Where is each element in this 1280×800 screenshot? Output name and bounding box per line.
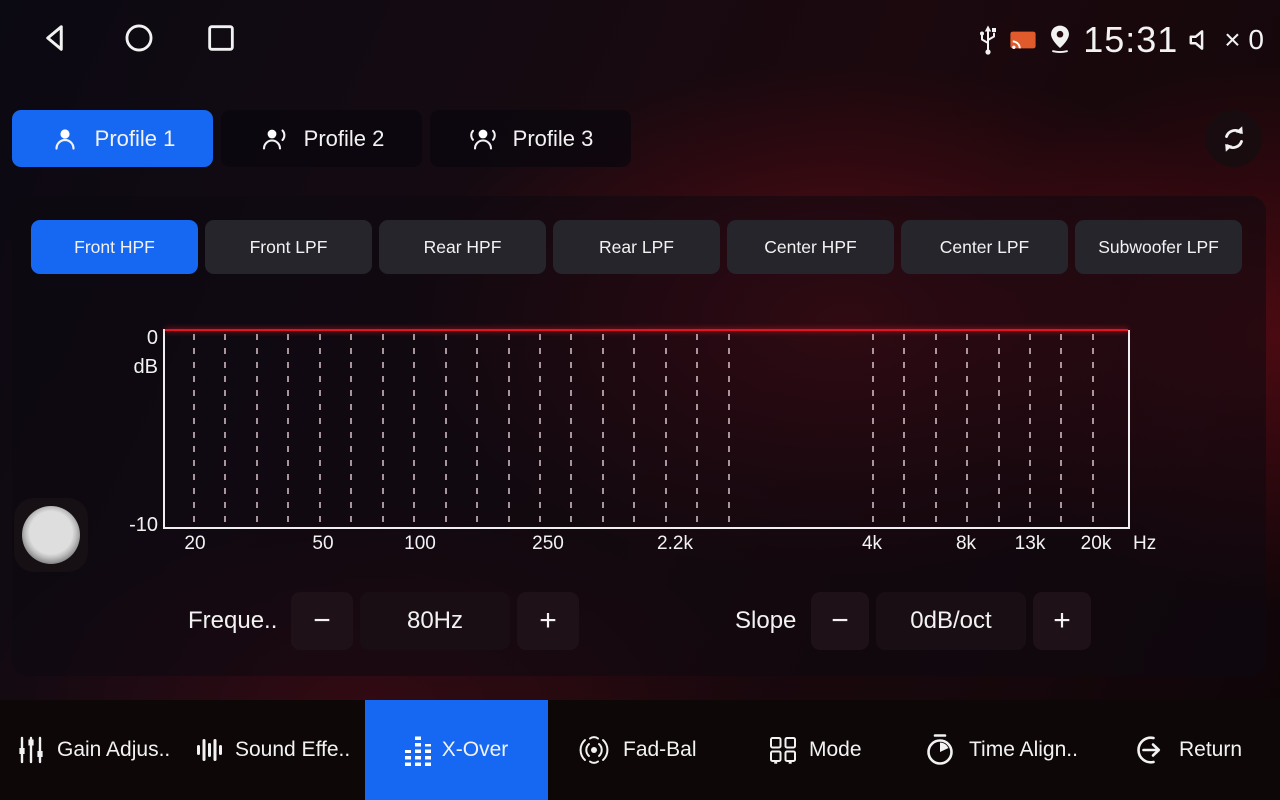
stopwatch-icon: [927, 734, 953, 765]
nav-label: Mode: [809, 738, 862, 761]
person-2-icon: [262, 128, 285, 150]
nav-fad-bal[interactable]: Fad-Bal: [576, 700, 697, 800]
nav-label: Return: [1179, 738, 1243, 761]
frequency-minus-button[interactable]: −: [291, 592, 353, 650]
nav-label: Sound Effe..: [235, 738, 351, 761]
tab-front-lpf[interactable]: Front LPF: [205, 220, 372, 274]
profile-1-button[interactable]: Profile 1: [12, 110, 213, 167]
android-nav-buttons: [38, 20, 238, 56]
sound-effect-bars-icon: [197, 739, 222, 761]
nav-time-align[interactable]: Time Align..: [922, 700, 1078, 800]
frequency-label: Freque..: [188, 607, 278, 634]
nav-label: Fad-Bal: [623, 738, 697, 761]
nav-label: Time Align..: [969, 738, 1078, 761]
nav-return[interactable]: Return: [1132, 700, 1242, 800]
gain-sliders-icon: [19, 736, 43, 764]
nav-xover[interactable]: X-Over: [365, 700, 548, 800]
nav-mode[interactable]: Mode: [768, 700, 862, 800]
cast-icon: [1010, 31, 1036, 49]
tab-subwoofer-lpf[interactable]: Subwoofer LPF: [1075, 220, 1242, 274]
fader-balance-icon: [579, 736, 609, 764]
volume-muted-icon[interactable]: [1187, 26, 1215, 54]
profile-3-button[interactable]: Profile 3: [430, 110, 631, 167]
person-icon: [55, 128, 75, 150]
usb-icon: [980, 25, 997, 55]
knob-circle: [22, 506, 80, 564]
nav-gain-adjust[interactable]: Gain Adjus..: [16, 700, 170, 800]
equalizer-bars-icon: [404, 734, 431, 766]
frequency-value: 80Hz: [360, 592, 510, 650]
refresh-button[interactable]: [1205, 110, 1262, 167]
slope-minus-button[interactable]: −: [811, 592, 869, 650]
nav-sound-effect[interactable]: Sound Effe..: [194, 700, 350, 800]
status-bar: 15:31 × 0: [976, 14, 1264, 66]
profile-label: Profile 1: [94, 125, 176, 151]
filter-tabs: Front HPF Front LPF Rear HPF Rear LPF Ce…: [31, 220, 1242, 274]
return-arrow-icon: [1137, 736, 1161, 764]
back-icon[interactable]: [38, 20, 74, 56]
person-3-icon: [469, 129, 496, 150]
slope-plus-button[interactable]: +: [1033, 592, 1091, 650]
location-icon: [1051, 25, 1070, 53]
slope-value: 0dB/oct: [876, 592, 1026, 650]
tab-center-hpf[interactable]: Center HPF: [727, 220, 894, 274]
tab-front-hpf[interactable]: Front HPF: [31, 220, 198, 274]
tab-center-lpf[interactable]: Center LPF: [901, 220, 1068, 274]
recents-icon[interactable]: [204, 21, 238, 55]
profile-label: Profile 3: [512, 125, 594, 151]
clock: 15:31: [1083, 19, 1179, 60]
nav-label: Gain Adjus..: [57, 738, 171, 761]
floating-knob-button[interactable]: [14, 498, 88, 572]
mode-grid-icon: [770, 737, 796, 764]
nav-label: X-Over: [441, 738, 509, 761]
profile-2-button[interactable]: Profile 2: [221, 110, 422, 167]
profile-label: Profile 2: [303, 125, 385, 151]
frequency-plus-button[interactable]: +: [517, 592, 579, 650]
tab-rear-lpf[interactable]: Rear LPF: [553, 220, 720, 274]
tab-rear-hpf[interactable]: Rear HPF: [379, 220, 546, 274]
profile-row: Profile 1 Profile 2 Profile 3: [12, 110, 631, 167]
bottom-nav: Gain Adjus.. Sound Effe.. X-Over: [0, 700, 1280, 800]
slope-label: Slope: [735, 607, 797, 634]
volume-count: × 0: [1224, 24, 1264, 55]
refresh-icon: [1224, 125, 1243, 152]
home-icon[interactable]: [122, 21, 156, 55]
